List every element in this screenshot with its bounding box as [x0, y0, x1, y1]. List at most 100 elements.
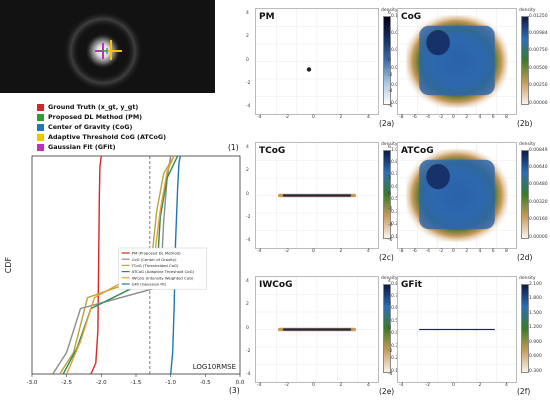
- density-iwcog: [256, 277, 378, 382]
- ytick-tcog: -4: [246, 238, 251, 243]
- ytick-iwcog: 0: [246, 325, 249, 331]
- ytick-cog: -6: [388, 104, 393, 109]
- colorbar-tick-pm: 0.04: [391, 66, 401, 71]
- ytick-cog: 6: [388, 11, 391, 16]
- plot-pm: [255, 8, 379, 115]
- colorbar-tick-atcog: 0.00320: [529, 199, 548, 205]
- colorbar-title-tcog: density: [381, 142, 398, 147]
- xtick-atcog: 0: [452, 249, 455, 254]
- plot-atcog: [397, 142, 517, 249]
- colorbar-tick-cog: 0.00000: [529, 100, 548, 106]
- panel-label-3: (3): [229, 386, 240, 395]
- xtick-atcog: -6: [412, 249, 417, 254]
- cdf-xtick-label: -0.5: [200, 380, 211, 386]
- colorbar-tick-gfit: 1.800: [529, 296, 542, 301]
- xtick-pm: 0: [312, 115, 315, 120]
- cdf-legend-label-4: IWCoG (Intensity Weighted CoG): [132, 275, 194, 280]
- density-cog: [398, 9, 516, 114]
- xtick-atcog: -2: [438, 249, 444, 254]
- cdf-xtick-label: -1.5: [131, 380, 142, 386]
- xtick-cog: 6: [491, 115, 495, 120]
- colorbar-tick-pm: 0.02: [391, 83, 401, 88]
- ytick-pm: 4: [246, 11, 249, 16]
- legend-label-gfit: Gaussian Fit (GFit): [48, 143, 116, 151]
- colorbar-title-gfit: density: [519, 276, 536, 281]
- ytick-tcog: 4: [246, 145, 249, 150]
- ytick-atcog: 6: [388, 145, 391, 150]
- subplot-title-iwcog: IWCoG: [259, 280, 293, 290]
- xtick-iwcog: 2: [339, 383, 343, 388]
- ytick-pm: -4: [246, 104, 251, 109]
- xtick-atcog: -8: [399, 249, 404, 254]
- xtick-iwcog: 0: [312, 383, 315, 388]
- xtick-iwcog: 4: [367, 383, 370, 388]
- colorbar-tick-cog: 0.00750: [529, 48, 548, 54]
- colorbar-pm: [383, 16, 391, 105]
- cdf-legend-box: [118, 247, 207, 290]
- cdf-legend-label-5: GFit (Gaussian Fit): [132, 282, 167, 287]
- colorbar-tick-gfit: 2.100: [529, 281, 542, 287]
- legend-label-atcog: Adaptive Threshold CoG (ATCoG): [48, 133, 167, 141]
- colorbar-cog: [521, 16, 529, 105]
- plot-cog: [397, 8, 517, 115]
- cdf-xtick-label: -1.0: [165, 380, 176, 386]
- xtick-cog: 0: [452, 115, 455, 120]
- cdf-series-line-5: [170, 155, 182, 375]
- colorbar-tick-atcog: 0.00000: [529, 234, 548, 240]
- xtick-pm: -2: [284, 115, 290, 120]
- ytick-tcog: -2: [246, 214, 251, 220]
- colorbar-tcog: [383, 150, 391, 239]
- xtick-cog: -2: [438, 115, 444, 120]
- xtick-cog: 8: [505, 115, 508, 120]
- xtick-gfit: 0: [452, 383, 455, 388]
- top-legend: Ground Truth (x_gt, y_gt) Proposed DL Me…: [35, 102, 250, 156]
- colorbar-tick-atcog: 0.00160: [529, 217, 548, 223]
- density-atcog: [398, 143, 516, 248]
- panel-label-tcog: (2c): [379, 253, 394, 262]
- panel-label-cog: (2b): [517, 119, 533, 128]
- ytick-pm: 2: [246, 34, 249, 40]
- legend-swatch-cog: [37, 124, 44, 131]
- xtick-gfit: -2: [425, 383, 431, 388]
- cdf-legend-label-3: ATCoG (Adaptive Threshold CoG): [132, 269, 195, 274]
- ytick-pm: -2: [246, 80, 251, 86]
- ytick-pm: 0: [246, 57, 249, 63]
- cdf-ylabel: CDF: [4, 256, 13, 273]
- legend-swatch-gt: [37, 104, 44, 111]
- colorbar-tick-gfit: 0.900: [529, 339, 542, 345]
- xtick-tcog: -2: [284, 249, 290, 254]
- ytick-atcog: 4: [388, 160, 391, 166]
- ytick-atcog: 2: [388, 176, 391, 181]
- cdf-xlabel: LOG10RMSE: [193, 363, 236, 371]
- ytick-gfit: -2: [388, 348, 393, 354]
- colorbar-tick-cog: 0.00500: [529, 65, 548, 71]
- xtick-atcog: 4: [478, 249, 482, 254]
- cdf-xtick-label: -2.5: [61, 380, 72, 386]
- xtick-gfit: -4: [399, 383, 404, 388]
- colorbar-tick-pm: 0.00: [391, 101, 401, 106]
- colorbar-tick-pm: 0.08: [391, 31, 401, 36]
- xtick-pm: -4: [257, 115, 262, 120]
- colorbar-tick-atcog: 0.00849: [529, 147, 548, 153]
- xtick-iwcog: -2: [284, 383, 290, 388]
- density-tcog: [256, 143, 378, 248]
- xtick-atcog: 2: [465, 249, 469, 254]
- ytick-cog: 2: [388, 42, 391, 47]
- xtick-cog: 4: [478, 115, 482, 120]
- spot-image-panel: [0, 0, 215, 93]
- ytick-iwcog: 2: [246, 302, 249, 308]
- colorbar-atcog: [521, 150, 529, 239]
- ytick-iwcog: -2: [246, 348, 251, 354]
- colorbar-title-iwcog: density: [381, 276, 398, 281]
- panel-label-gfit: (2f): [517, 387, 531, 396]
- xtick-tcog: -4: [257, 249, 262, 254]
- legend-label-pm: Proposed DL Method (PM): [48, 113, 143, 121]
- colorbar-title-atcog: density: [519, 142, 536, 147]
- panel-label-pm: (2a): [379, 119, 395, 128]
- spot-image: [63, 11, 143, 91]
- ytick-iwcog: -4: [246, 372, 251, 377]
- legend-swatch-gfit: [37, 144, 44, 151]
- xtick-cog: -6: [412, 115, 417, 120]
- xtick-tcog: 2: [339, 249, 343, 254]
- colorbar-tick-cog: 0.00984: [529, 30, 548, 36]
